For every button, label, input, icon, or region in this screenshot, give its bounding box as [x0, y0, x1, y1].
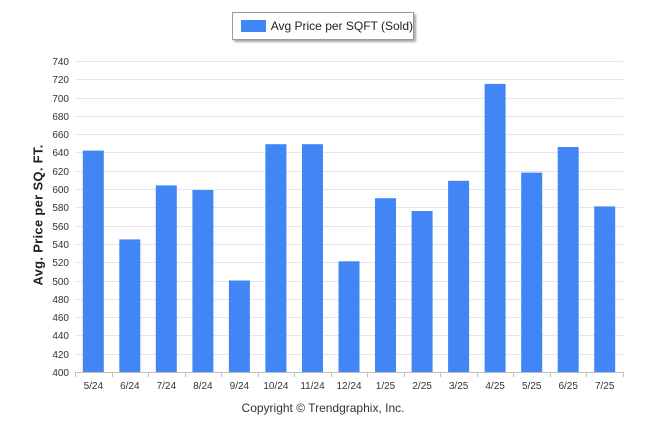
- x-tick-label: 7/25: [595, 381, 615, 392]
- x-tick-label: 11/24: [300, 381, 325, 392]
- bar-8-24: [192, 190, 214, 372]
- x-tick-label: 6/24: [120, 381, 140, 392]
- y-tick-label: 660: [52, 130, 69, 141]
- x-tick-label: 1/25: [376, 381, 396, 392]
- y-tick-label: 640: [52, 148, 69, 159]
- legend-label: Avg Price per SQFT (Sold): [270, 19, 413, 33]
- x-tick-label: 12/24: [336, 381, 361, 392]
- legend: Avg Price per SQFT (Sold): [232, 12, 414, 40]
- x-tick-label: 6/25: [558, 381, 578, 392]
- bar-3-25: [448, 180, 470, 372]
- x-tick-label: 9/24: [230, 381, 250, 392]
- x-tick-label: 5/25: [522, 381, 542, 392]
- bar-5-25: [521, 172, 543, 372]
- x-tick-label: 2/25: [412, 381, 432, 392]
- y-tick-label: 480: [52, 295, 69, 306]
- bar-1-25: [375, 198, 396, 372]
- x-tick-label: 10/24: [263, 381, 288, 392]
- bar-7-24: [155, 185, 177, 372]
- bar-2-25: [411, 211, 433, 372]
- y-tick-label: 520: [52, 258, 69, 269]
- bar-7-25: [594, 206, 616, 372]
- y-tick-label: 400: [52, 368, 69, 379]
- bar-5-24: [82, 150, 104, 372]
- copyright-text: Copyright © Trendgraphix, Inc.: [241, 401, 405, 415]
- x-tick-label: 7/24: [157, 381, 177, 392]
- x-tick-label: 5/24: [84, 381, 104, 392]
- y-tick-label: 740: [52, 57, 69, 68]
- y-tick-label: 540: [52, 240, 69, 251]
- bar-6-25: [557, 147, 579, 372]
- y-tick-label: 420: [52, 350, 69, 361]
- bar-10-24: [265, 144, 287, 372]
- bar-12-24: [338, 261, 360, 372]
- x-tick-label: 8/24: [193, 381, 213, 392]
- bar-11-24: [302, 144, 323, 372]
- x-tick-label: 4/25: [485, 381, 505, 392]
- y-tick-label: 680: [52, 112, 69, 123]
- bar-9-24: [228, 280, 250, 372]
- y-tick-label: 620: [52, 167, 69, 178]
- x-tick-label: 3/25: [449, 381, 469, 392]
- y-tick-label: 500: [52, 277, 69, 288]
- y-tick-label: 720: [52, 75, 69, 86]
- bar-6-24: [119, 239, 141, 372]
- y-tick-label: 580: [52, 203, 69, 214]
- y-tick-label: 440: [52, 331, 69, 342]
- y-tick-label: 560: [52, 222, 69, 233]
- legend-swatch: [241, 20, 266, 32]
- y-tick-label: 460: [52, 313, 69, 324]
- y-tick-label: 700: [52, 94, 69, 105]
- y-tick-label: 600: [52, 185, 69, 196]
- bar-4-25: [484, 83, 506, 373]
